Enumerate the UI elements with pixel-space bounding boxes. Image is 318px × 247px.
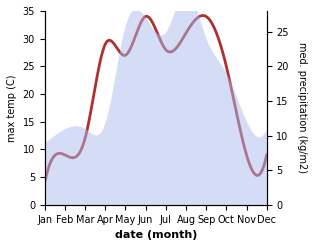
Y-axis label: max temp (C): max temp (C) bbox=[7, 74, 17, 142]
Y-axis label: med. precipitation (kg/m2): med. precipitation (kg/m2) bbox=[297, 42, 307, 173]
X-axis label: date (month): date (month) bbox=[114, 230, 197, 240]
